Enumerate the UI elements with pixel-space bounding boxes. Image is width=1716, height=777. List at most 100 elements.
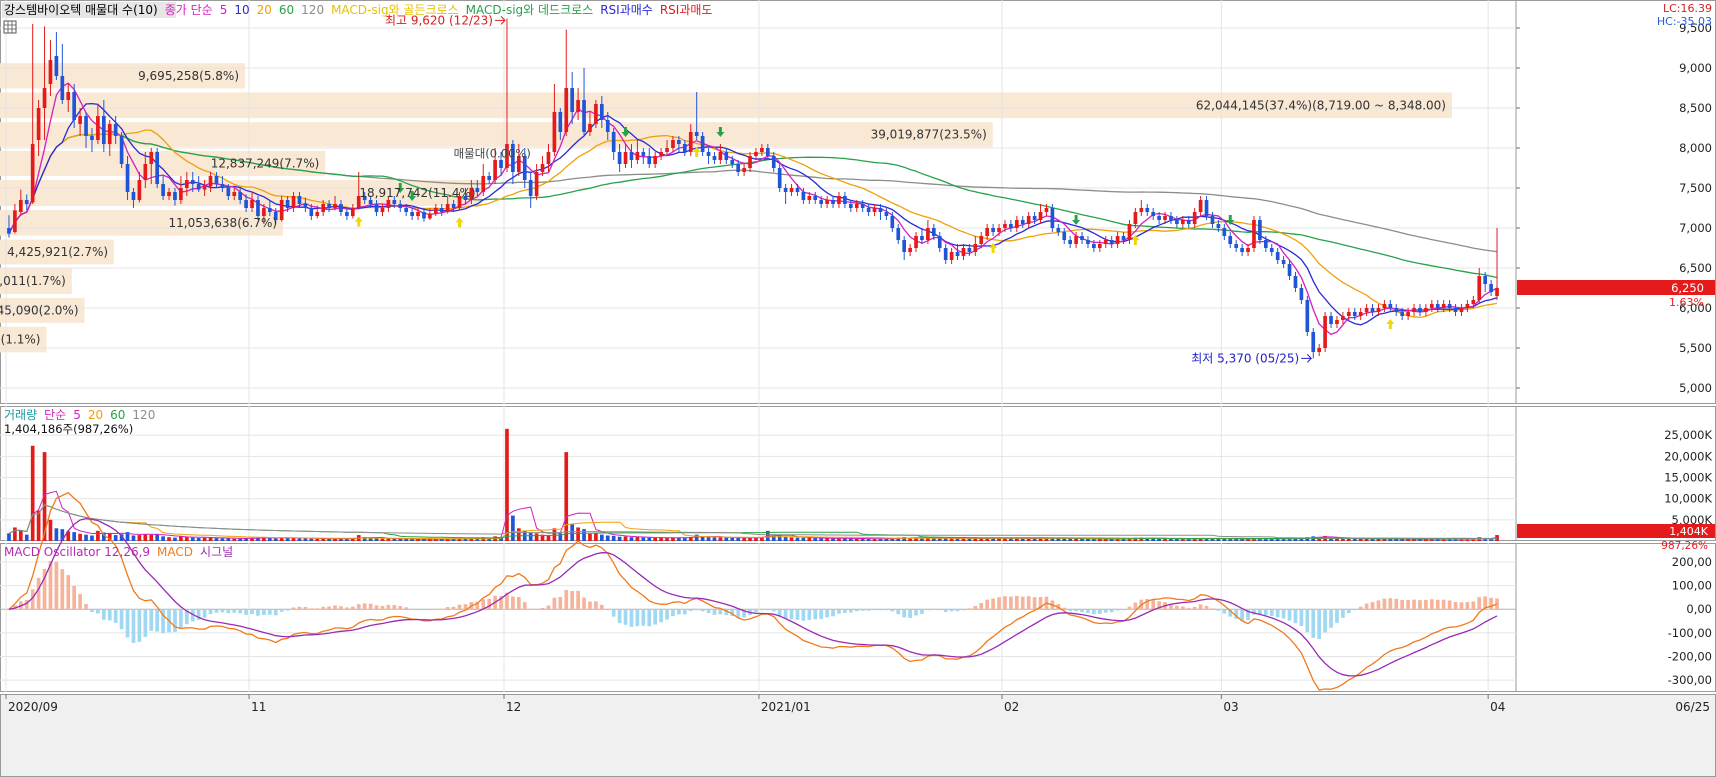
- candle-body: [1240, 248, 1244, 252]
- candle-body: [445, 204, 450, 212]
- volume-tick-label: 20,000K: [1664, 449, 1712, 463]
- macd-oscillator-bar: [1435, 599, 1440, 610]
- volume-bar: [428, 539, 432, 541]
- volume-bar: [552, 528, 557, 541]
- axes-labels: 9,500 9,000 8,500 8,000 7,500 7,000 6,500 6,000…: [0, 2, 1715, 714]
- macd-oscillator-bar: [131, 609, 136, 644]
- price-legend-item: RSI과매수: [600, 3, 653, 17]
- macd-oscillator-bar: [973, 606, 978, 610]
- macd-oscillator-bar: [398, 605, 403, 610]
- macd-oscillator-bar: [665, 609, 669, 620]
- candle-body: [179, 188, 183, 200]
- macd-oscillator-bar: [42, 568, 47, 610]
- volume-bar: [1317, 537, 1322, 541]
- volume-bar: [143, 534, 148, 541]
- candle-body: [315, 212, 320, 216]
- volume-bar: [499, 537, 503, 541]
- dead-cross-arrow: [716, 127, 725, 137]
- volume-bar: [582, 529, 586, 541]
- volume-bar: [196, 538, 201, 541]
- volume-profile-bar: [0, 150, 326, 176]
- macd-oscillator-bar: [641, 609, 646, 626]
- candle-body: [457, 196, 462, 208]
- macd-oscillator-bar: [262, 609, 266, 615]
- volume-bar: [422, 539, 426, 541]
- candle-body: [754, 152, 758, 156]
- macd-oscillator-bar: [920, 609, 924, 614]
- macd-oscillator-bar: [1192, 606, 1197, 610]
- candle-body: [36, 108, 41, 140]
- macd-oscillator-bar: [783, 609, 788, 619]
- price-legend-item: 종가 단순: [165, 3, 213, 17]
- macd-legend-item: MACD Oscillator 12,26,9: [4, 545, 150, 559]
- candle-body: [724, 152, 729, 160]
- macd-oscillator-bar: [404, 607, 409, 610]
- volume-bar: [1412, 539, 1416, 541]
- price-legend-item: 10: [234, 3, 249, 17]
- volume-bar: [1346, 538, 1351, 541]
- candle-body: [920, 236, 924, 240]
- price-legend-item: 120: [301, 3, 324, 17]
- candle-body: [273, 212, 278, 220]
- macd-oscillator-bar: [196, 609, 201, 620]
- candle-body: [1299, 288, 1304, 300]
- candle-body: [706, 152, 711, 156]
- volume-bar: [700, 536, 705, 541]
- macd-oscillator-bar: [534, 608, 539, 610]
- candle-body: [1026, 216, 1031, 224]
- candle-body: [926, 228, 930, 240]
- volume-bar: [350, 538, 355, 541]
- candle-body: [1163, 216, 1167, 220]
- candle-body: [1269, 248, 1274, 252]
- macd-oscillator-bar: [718, 609, 723, 615]
- date-label: 2021/01: [761, 700, 811, 714]
- macd-oscillator-bar: [1382, 598, 1387, 610]
- candle-body: [1062, 232, 1067, 240]
- volume-bar: [789, 537, 794, 541]
- ma20-line: [8, 129, 1498, 319]
- macd-oscillator-bar: [368, 603, 373, 610]
- macd-oscillator-bar: [72, 586, 77, 610]
- volume-bar: [1483, 538, 1488, 541]
- volume-bar: [1109, 539, 1114, 541]
- volume-bar: [931, 538, 936, 541]
- volume-bar: [564, 452, 569, 541]
- candle-body: [119, 136, 124, 164]
- volume-bar: [226, 538, 231, 541]
- low-arrow-icon: [1301, 354, 1312, 363]
- candle-body: [1186, 220, 1191, 224]
- volume-tick-label: 15,000K: [1664, 471, 1712, 485]
- candle-body: [1198, 200, 1203, 212]
- candle-body: [653, 156, 658, 164]
- macd-signal-line: [8, 517, 1498, 677]
- macd-oscillator-bar: [902, 609, 907, 618]
- volume-bar: [914, 537, 918, 541]
- macd-oscillator-bar: [516, 596, 521, 610]
- candle-body: [1447, 304, 1452, 308]
- volume-bar: [238, 538, 243, 541]
- price-tick-label: 7,500: [1679, 181, 1712, 195]
- volume-bar: [1157, 538, 1161, 541]
- candle-body: [214, 176, 219, 184]
- candle-body: [1204, 200, 1209, 216]
- volume-bar: [333, 538, 337, 541]
- candle-body: [66, 92, 71, 100]
- candle-body: [1175, 220, 1179, 224]
- candle-body: [345, 212, 349, 216]
- volume-bar: [653, 537, 658, 541]
- candle-body: [819, 200, 824, 204]
- candle-body: [238, 192, 243, 200]
- candle-body: [1483, 276, 1488, 284]
- volume-bar: [1228, 538, 1233, 541]
- volume-bar: [837, 538, 841, 541]
- macd-oscillator-bar: [1252, 609, 1256, 615]
- volume-bar: [783, 536, 788, 541]
- volume-bar: [285, 538, 290, 541]
- volume-bar: [469, 538, 474, 541]
- macd-panel: [7, 491, 1499, 691]
- candle-body: [1044, 208, 1049, 212]
- volume-bar: [1169, 538, 1173, 541]
- volume-bar: [611, 535, 616, 541]
- candle-body: [368, 200, 373, 204]
- golden-cross-arrow: [692, 147, 701, 157]
